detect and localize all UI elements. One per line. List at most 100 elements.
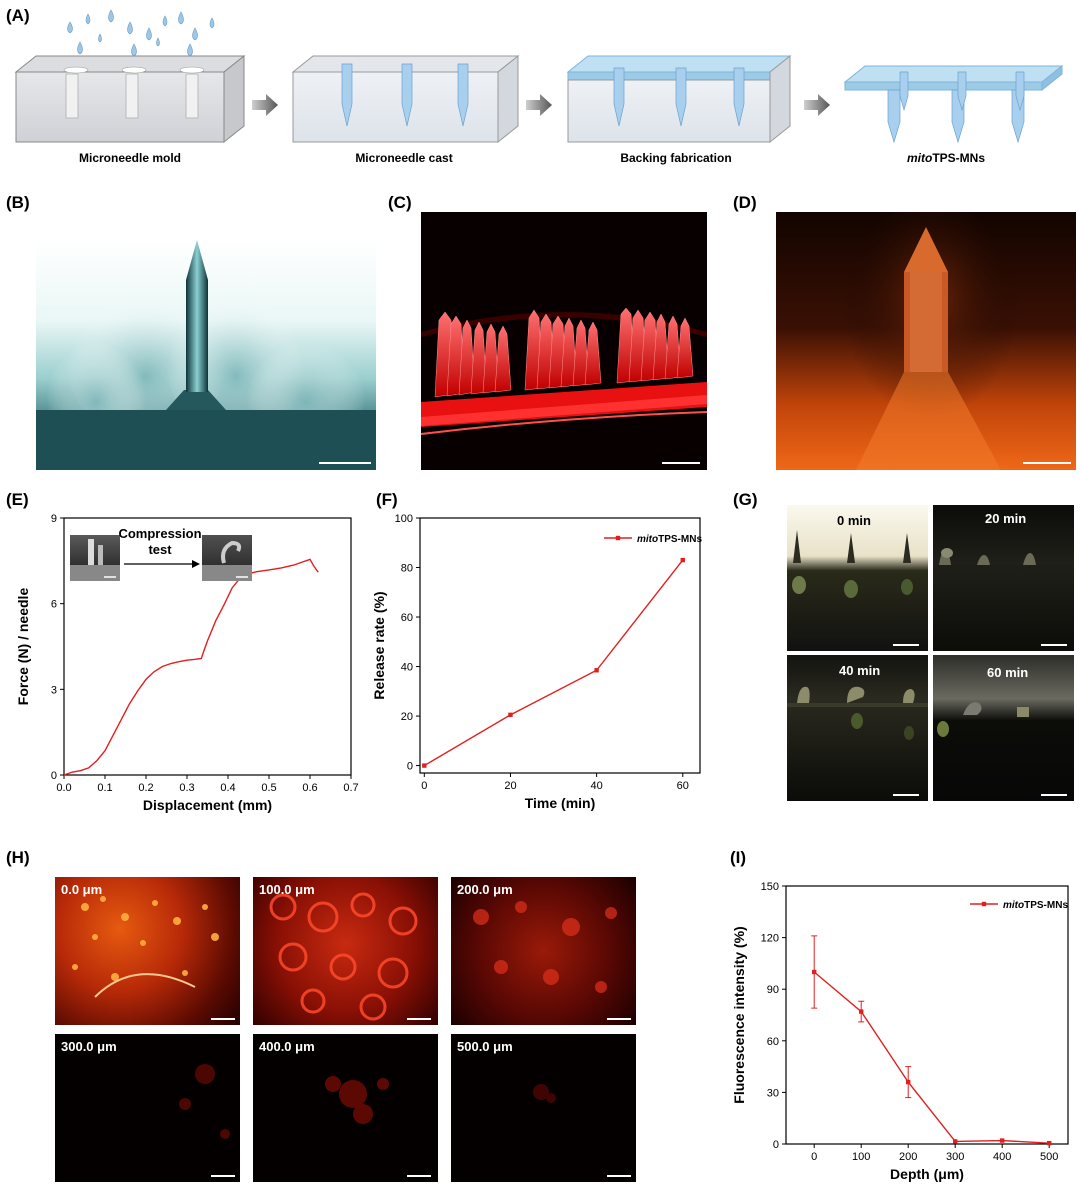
x-tick-label: 500: [1040, 1151, 1058, 1163]
inset-before-compression: [70, 535, 120, 581]
data-point: [680, 557, 685, 563]
x-tick-label: 60: [677, 780, 689, 792]
dissolution-photo-40min: 40 min: [787, 655, 928, 801]
x-tick-label: 200: [899, 1151, 917, 1163]
dissolution-photo-0min: 0 min: [787, 505, 928, 651]
y-tick-label: 0: [773, 1139, 779, 1151]
legend-label: mitoTPS-MNs: [637, 534, 702, 545]
chart-release-rate: 0 20 40 60 0 20 40 60 80 100 Time (min) Release rat…: [371, 513, 702, 811]
x-tick-label: 0: [811, 1151, 817, 1163]
y-tick-label: 30: [767, 1087, 779, 1099]
scale-bar: [607, 1018, 631, 1020]
scale-bar: [211, 1018, 235, 1020]
plot-frame: [785, 885, 1069, 1145]
legend-label: mitoTPS-MNs: [1003, 900, 1068, 911]
step-caption-4: mitoTPS-MNs: [906, 151, 985, 165]
depth-image-100um: 100.0 μm: [253, 877, 438, 1025]
inset-after-compression: [202, 535, 252, 581]
arrow-right-icon: [252, 94, 278, 116]
depth-label: 500.0 μm: [457, 1039, 513, 1054]
data-point: [859, 1009, 864, 1014]
y-axis-label: Release rate (%): [371, 591, 387, 699]
depth-label: 400.0 μm: [259, 1039, 315, 1054]
scale-bar: [407, 1175, 431, 1177]
depth-image-200um: 200.0 μm: [451, 877, 636, 1025]
data-point: [953, 1139, 958, 1144]
scale-bar: [1041, 644, 1067, 646]
time-label: 0 min: [837, 513, 871, 528]
x-tick-label: 300: [946, 1151, 964, 1163]
x-axis-label: Time (min): [525, 795, 596, 811]
arrow-right-icon: [526, 94, 552, 116]
panel-label-d: (D): [733, 193, 757, 212]
depth-label: 100.0 μm: [259, 882, 315, 897]
legend-marker: [615, 535, 621, 541]
chart-force-displacement: 0.0 0.1 0.2 0.3 0.4 0.5 0.6 0.7 0 3 6 9 Displacement…: [15, 513, 359, 813]
x-axis-label: Depth (μm): [890, 1166, 964, 1182]
data-point: [594, 668, 599, 673]
data-point: [508, 712, 513, 718]
y-tick-label: 90: [767, 984, 779, 996]
x-tick-label: 0: [421, 780, 427, 792]
depth-label: 300.0 μm: [61, 1039, 117, 1054]
step-caption-2: Microneedle cast: [355, 151, 453, 165]
scale-bar: [893, 644, 919, 646]
depth-image-400um: 400.0 μm: [253, 1034, 438, 1182]
y-tick-label: 40: [401, 662, 413, 674]
panel-label-h: (H): [6, 848, 30, 867]
data-point: [812, 969, 817, 975]
depth-image-0um: 0.0 μm: [55, 877, 240, 1025]
x-tick-label: 0.1: [97, 782, 112, 794]
cast-box: [291, 54, 520, 144]
y-tick-label: 80: [401, 563, 413, 575]
x-tick-label: 0.6: [302, 782, 317, 794]
x-tick-label: 0.4: [220, 782, 235, 794]
panel-label-a: (A): [6, 6, 30, 25]
panel-label-c: (C): [388, 193, 412, 212]
y-axis-label: Fluorescence intensity (%): [731, 926, 747, 1103]
x-tick-label: 0.7: [343, 782, 358, 794]
step-caption-3: Backing fabrication: [620, 151, 732, 165]
y-tick-label: 120: [761, 933, 779, 945]
arrow-right-icon: [804, 94, 830, 116]
x-tick-label: 40: [590, 780, 602, 792]
x-tick-label: 0.0: [56, 782, 71, 794]
dissolution-photo-60min: 60 min: [933, 655, 1074, 801]
depth-label: 0.0 μm: [61, 882, 103, 897]
scale-bar: [211, 1175, 235, 1177]
series-line: [423, 559, 684, 767]
scale-bar: [319, 462, 371, 464]
y-tick-label: 60: [767, 1036, 779, 1048]
y-tick-label: 0: [407, 761, 413, 773]
fabrication-schematic: [14, 9, 1064, 144]
x-tick-label: 0.3: [179, 782, 194, 794]
x-tick-label: 400: [993, 1151, 1011, 1163]
scale-bar: [607, 1175, 631, 1177]
y-tick-label: 3: [51, 684, 57, 696]
panel-label-b: (B): [6, 193, 30, 212]
y-tick-label: 60: [401, 612, 413, 624]
y-tick-label: 20: [401, 711, 413, 723]
depth-image-500um: 500.0 μm: [451, 1034, 636, 1182]
dissolution-photo-20min: 20 min: [933, 505, 1074, 651]
data-point: [906, 1079, 911, 1085]
photo-single-microneedle-fluorescence: [776, 212, 1076, 470]
x-axis-label: Displacement (mm): [143, 797, 272, 813]
panel-label-e: (E): [6, 490, 29, 509]
scale-bar: [662, 462, 700, 464]
y-tick-label: 150: [761, 881, 779, 893]
droplets-icon: [67, 9, 215, 57]
x-tick-label: 100: [852, 1151, 870, 1163]
arrow-right-icon: [124, 560, 200, 568]
y-tick-label: 6: [51, 599, 57, 611]
panel-label-i: (I): [730, 848, 747, 867]
chart-fluorescence-depth: 0 100 200 300 400 500 0 30 60 90 120 150 Depth (μm) F…: [731, 881, 1069, 1182]
photo-microneedle-array-fluorescence: [421, 212, 707, 470]
data-point: [1000, 1138, 1005, 1143]
x-tick-label: 0.2: [138, 782, 153, 794]
time-label: 60 min: [987, 665, 1029, 680]
data-point: [1047, 1140, 1052, 1146]
y-axis-label: Force (N) / needle: [15, 588, 31, 706]
depth-label: 200.0 μm: [457, 882, 513, 897]
time-label: 20 min: [985, 511, 1027, 526]
